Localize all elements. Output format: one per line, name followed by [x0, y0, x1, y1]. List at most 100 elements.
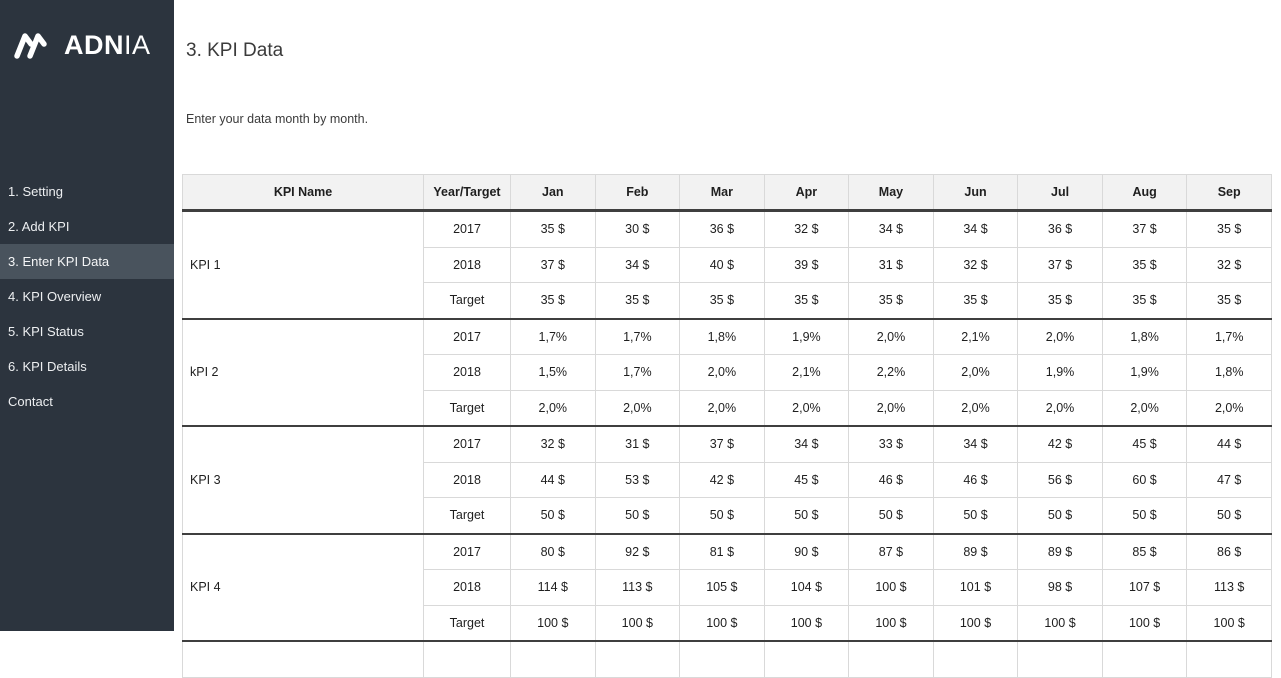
kpi-value-cell[interactable]: 1,7% — [594, 318, 681, 355]
kpi-value-cell[interactable]: 34 $ — [932, 425, 1019, 463]
kpi-value-cell[interactable]: 87 $ — [848, 533, 934, 570]
kpi-value-cell[interactable]: 1,8% — [1186, 354, 1272, 391]
kpi-value-cell[interactable]: 89 $ — [932, 533, 1019, 570]
kpi-value-cell[interactable]: 35 $ — [932, 282, 1019, 320]
kpi-value-cell[interactable]: 37 $ — [1017, 246, 1103, 283]
kpi-value-cell[interactable]: 100 $ — [1101, 604, 1188, 642]
kpi-value-cell[interactable]: 1,5% — [510, 354, 596, 391]
kpi-value-cell[interactable]: 32 $ — [763, 210, 850, 248]
kpi-value-cell[interactable] — [848, 640, 934, 678]
kpi-value-cell[interactable]: 50 $ — [1101, 497, 1188, 535]
kpi-value-cell[interactable]: 104 $ — [763, 569, 850, 606]
kpi-value-cell[interactable]: 86 $ — [1186, 533, 1272, 570]
kpi-value-cell[interactable]: 34 $ — [763, 425, 850, 463]
kpi-value-cell[interactable]: 32 $ — [932, 246, 1019, 283]
kpi-value-cell[interactable]: 1,9% — [1101, 354, 1188, 391]
kpi-value-cell[interactable]: 2,0% — [679, 389, 765, 427]
kpi-value-cell[interactable]: 37 $ — [1101, 210, 1188, 248]
kpi-value-cell[interactable]: 98 $ — [1017, 569, 1103, 606]
kpi-value-cell[interactable]: 1,7% — [510, 318, 596, 355]
kpi-value-cell[interactable]: 100 $ — [1186, 604, 1272, 642]
kpi-value-cell[interactable]: 35 $ — [763, 282, 850, 320]
sidebar-item-1-setting[interactable]: 1. Setting — [8, 184, 63, 199]
kpi-value-cell[interactable]: 44 $ — [1186, 425, 1272, 463]
kpi-value-cell[interactable] — [1101, 640, 1188, 678]
kpi-value-cell[interactable]: 60 $ — [1101, 461, 1188, 498]
kpi-value-cell[interactable]: 42 $ — [679, 461, 765, 498]
kpi-value-cell[interactable]: 56 $ — [1017, 461, 1103, 498]
kpi-value-cell[interactable]: 50 $ — [1186, 497, 1272, 535]
kpi-value-cell[interactable] — [763, 640, 850, 678]
sidebar-item-4-kpi-overview[interactable]: 4. KPI Overview — [8, 289, 102, 304]
kpi-value-cell[interactable]: 47 $ — [1186, 461, 1272, 498]
kpi-value-cell[interactable]: 2,0% — [1186, 389, 1272, 427]
kpi-value-cell[interactable]: 44 $ — [510, 461, 596, 498]
kpi-value-cell[interactable]: 50 $ — [1017, 497, 1103, 535]
kpi-value-cell[interactable]: 31 $ — [594, 425, 681, 463]
kpi-value-cell[interactable]: 35 $ — [510, 282, 596, 320]
kpi-value-cell[interactable]: 100 $ — [594, 604, 681, 642]
kpi-value-cell[interactable]: 35 $ — [1186, 210, 1272, 248]
kpi-value-cell[interactable]: 100 $ — [763, 604, 850, 642]
sidebar-item-3-enter-kpi-data[interactable]: 3. Enter KPI Data — [0, 244, 174, 279]
kpi-value-cell[interactable]: 35 $ — [1101, 246, 1188, 283]
kpi-value-cell[interactable]: 2,0% — [932, 354, 1019, 391]
kpi-value-cell[interactable]: 2,0% — [679, 354, 765, 391]
kpi-value-cell[interactable]: 32 $ — [1186, 246, 1272, 283]
kpi-value-cell[interactable] — [1017, 640, 1103, 678]
kpi-value-cell[interactable]: 2,0% — [848, 318, 934, 355]
kpi-value-cell[interactable]: 50 $ — [510, 497, 596, 535]
kpi-value-cell[interactable]: 34 $ — [594, 246, 681, 283]
kpi-value-cell[interactable]: 100 $ — [848, 569, 934, 606]
kpi-value-cell[interactable]: 100 $ — [932, 604, 1019, 642]
kpi-value-cell[interactable]: 1,9% — [1017, 354, 1103, 391]
kpi-value-cell[interactable]: 53 $ — [594, 461, 681, 498]
kpi-value-cell[interactable]: 50 $ — [679, 497, 765, 535]
kpi-value-cell[interactable]: 89 $ — [1017, 533, 1103, 570]
kpi-value-cell[interactable]: 32 $ — [510, 425, 596, 463]
kpi-value-cell[interactable]: 2,0% — [932, 389, 1019, 427]
kpi-value-cell[interactable]: 100 $ — [1017, 604, 1103, 642]
kpi-value-cell[interactable] — [1186, 640, 1272, 678]
kpi-value-cell[interactable]: 2,0% — [594, 389, 681, 427]
kpi-value-cell[interactable]: 50 $ — [932, 497, 1019, 535]
kpi-value-cell[interactable]: 35 $ — [510, 210, 596, 248]
sidebar-item-2-add-kpi[interactable]: 2. Add KPI — [8, 219, 70, 234]
kpi-value-cell[interactable]: 45 $ — [1101, 425, 1188, 463]
kpi-value-cell[interactable]: 35 $ — [594, 282, 681, 320]
kpi-value-cell[interactable]: 100 $ — [848, 604, 934, 642]
kpi-value-cell[interactable]: 36 $ — [679, 210, 765, 248]
kpi-value-cell[interactable]: 50 $ — [594, 497, 681, 535]
kpi-value-cell[interactable] — [679, 640, 765, 678]
kpi-value-cell[interactable]: 37 $ — [510, 246, 596, 283]
kpi-value-cell[interactable]: 35 $ — [1101, 282, 1188, 320]
kpi-value-cell[interactable]: 113 $ — [1186, 569, 1272, 606]
kpi-value-cell[interactable]: 113 $ — [594, 569, 681, 606]
kpi-value-cell[interactable]: 2,1% — [763, 354, 850, 391]
kpi-value-cell[interactable]: 2,0% — [510, 389, 596, 427]
kpi-value-cell[interactable]: 114 $ — [510, 569, 596, 606]
kpi-value-cell[interactable]: 45 $ — [763, 461, 850, 498]
kpi-value-cell[interactable]: 1,7% — [594, 354, 681, 391]
kpi-value-cell[interactable]: 35 $ — [679, 282, 765, 320]
kpi-value-cell[interactable]: 107 $ — [1101, 569, 1188, 606]
kpi-value-cell[interactable]: 92 $ — [594, 533, 681, 570]
kpi-value-cell[interactable]: 42 $ — [1017, 425, 1103, 463]
kpi-value-cell[interactable]: 101 $ — [932, 569, 1019, 606]
kpi-value-cell[interactable] — [594, 640, 681, 678]
kpi-value-cell[interactable]: 80 $ — [510, 533, 596, 570]
kpi-value-cell[interactable]: 40 $ — [679, 246, 765, 283]
kpi-value-cell[interactable]: 35 $ — [1186, 282, 1272, 320]
kpi-value-cell[interactable]: 30 $ — [594, 210, 681, 248]
kpi-value-cell[interactable]: 37 $ — [679, 425, 765, 463]
kpi-value-cell[interactable]: 31 $ — [848, 246, 934, 283]
kpi-value-cell[interactable]: 1,9% — [763, 318, 850, 355]
kpi-value-cell[interactable]: 2,0% — [848, 389, 934, 427]
kpi-value-cell[interactable] — [932, 640, 1019, 678]
kpi-value-cell[interactable]: 46 $ — [932, 461, 1019, 498]
kpi-value-cell[interactable]: 1,8% — [679, 318, 765, 355]
kpi-value-cell[interactable]: 2,2% — [848, 354, 934, 391]
kpi-value-cell[interactable]: 34 $ — [932, 210, 1019, 248]
kpi-value-cell[interactable]: 2,0% — [763, 389, 850, 427]
sidebar-item-contact[interactable]: Contact — [8, 394, 53, 409]
